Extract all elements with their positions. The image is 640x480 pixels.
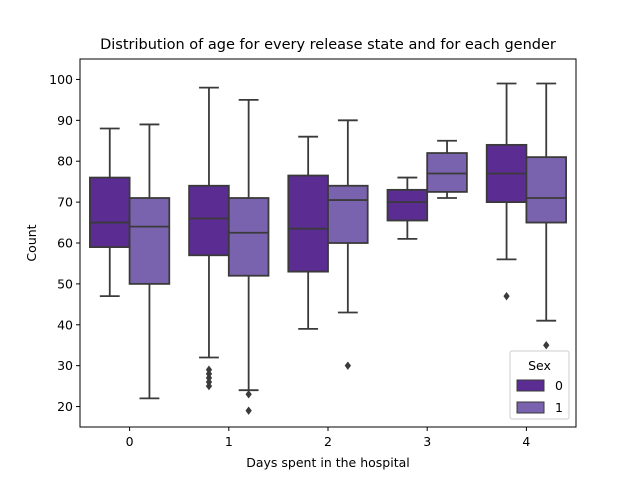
axes-frame bbox=[79, 58, 577, 428]
box-s1-c3 bbox=[426, 152, 468, 193]
box-s0-c2 bbox=[287, 174, 329, 273]
y-axis-label: Count bbox=[24, 224, 39, 261]
outlier-s1-c1-1 bbox=[245, 390, 252, 399]
x-tick-label-3: 3 bbox=[423, 434, 431, 449]
y-tick-label-30: 30 bbox=[57, 358, 73, 373]
box-s1-c0 bbox=[128, 197, 171, 285]
legend: Sex 0 1 bbox=[509, 350, 570, 420]
box-s0-c1 bbox=[188, 184, 230, 257]
box-s1-c2 bbox=[327, 184, 369, 244]
outlier-s0-c1-4 bbox=[205, 365, 213, 374]
outlier-s1-c4-0 bbox=[543, 341, 550, 350]
legend-swatch-0 bbox=[516, 379, 545, 392]
box-s1-c4 bbox=[525, 156, 567, 224]
y-tick-label-80: 80 bbox=[57, 154, 73, 169]
y-tick-label-50: 50 bbox=[57, 276, 73, 291]
x-tick-label-1: 1 bbox=[225, 434, 233, 449]
chart-title: Distribution of age for every release st… bbox=[100, 37, 556, 53]
y-tick-label-100: 100 bbox=[49, 72, 73, 87]
box-s0-c3 bbox=[386, 188, 429, 222]
x-tick-label-0: 0 bbox=[126, 434, 134, 449]
x-tick-label-2: 2 bbox=[324, 434, 332, 449]
legend-swatch-1 bbox=[516, 401, 545, 414]
x-tick-label-4: 4 bbox=[522, 434, 530, 449]
y-tick-label-90: 90 bbox=[57, 113, 73, 128]
legend-label-1: 1 bbox=[555, 400, 563, 415]
y-tick-label-60: 60 bbox=[57, 236, 73, 251]
outlier-s1-c1-0 bbox=[245, 406, 252, 415]
y-tick-label-40: 40 bbox=[57, 317, 73, 332]
outlier-s1-c2-0 bbox=[344, 361, 351, 370]
y-tick-label-20: 20 bbox=[57, 399, 73, 414]
plot-area: 20 30 40 50 60 70 80 90 100 0 1 2 3 4 bbox=[49, 58, 577, 449]
y-tick-label-70: 70 bbox=[57, 195, 73, 210]
x-axis-label: Days spent in the hospital bbox=[246, 455, 409, 470]
legend-label-0: 0 bbox=[555, 378, 563, 393]
box-s0-c0 bbox=[89, 176, 131, 248]
legend-title: Sex bbox=[528, 358, 551, 373]
box-s1-c1 bbox=[227, 197, 270, 277]
outlier-s0-c4-0 bbox=[503, 291, 510, 301]
